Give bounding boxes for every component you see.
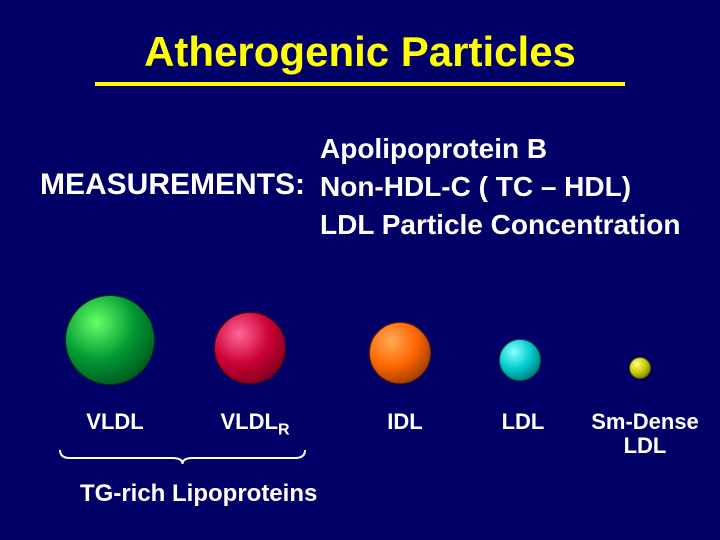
particle-label-vldl: VLDL	[80, 410, 150, 434]
particles-row	[0, 280, 720, 400]
measurements-lines: Apolipoprotein B Non-HDL-C ( TC – HDL) L…	[320, 130, 680, 243]
particle-label-smdense: Sm-DenseLDL	[590, 410, 700, 458]
particle-label-vldlr: VLDLR	[215, 410, 295, 439]
measurement-line-0: Apolipoprotein B	[320, 130, 680, 168]
particle-vldl	[65, 295, 155, 385]
title-underline	[95, 82, 625, 86]
particle-label-ldl: LDL	[498, 410, 548, 434]
measurement-line-1: Non-HDL-C ( TC – HDL)	[320, 168, 680, 206]
particle-ldl	[499, 339, 541, 381]
tg-bracket	[50, 450, 370, 480]
particle-vldlr	[214, 312, 286, 384]
particle-idl	[369, 322, 431, 384]
measurements-label: MEASUREMENTS:	[40, 168, 305, 202]
particle-label-idl: IDL	[380, 410, 430, 434]
tg-rich-label: TG-rich Lipoproteins	[80, 480, 317, 508]
particle-smdense	[629, 357, 651, 379]
slide-title: Atherogenic Particles	[0, 0, 720, 76]
measurement-line-2: LDL Particle Concentration	[320, 206, 680, 244]
